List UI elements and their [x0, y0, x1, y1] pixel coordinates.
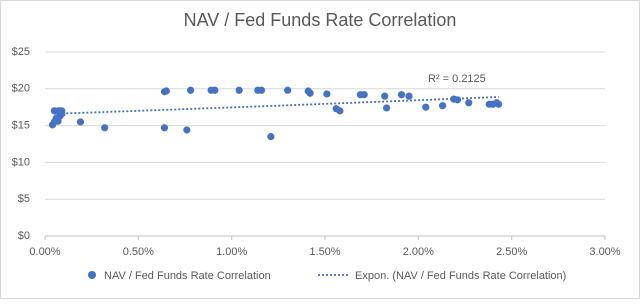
point [465, 99, 473, 107]
point [257, 86, 266, 94]
point [58, 110, 66, 118]
x-tick-label: 3.00% [589, 246, 620, 258]
legend-marker [88, 271, 96, 279]
point [453, 96, 462, 104]
point [439, 102, 447, 110]
point [422, 103, 430, 111]
point [187, 86, 195, 94]
point [48, 121, 57, 129]
y-tick-label: $5 [18, 193, 30, 205]
y-tick-label: $0 [18, 230, 30, 242]
y-tick-label: $15 [12, 120, 30, 132]
point [397, 91, 406, 99]
annotation: R² = 0.2125 [428, 73, 486, 85]
y-tick-label: $25 [12, 46, 30, 58]
point [54, 117, 62, 125]
chart-title: NAV / Fed Funds Rate Correlation [184, 10, 457, 30]
x-tick-label: 1.00% [216, 246, 247, 258]
legend-label: NAV / Fed Funds Rate Correlation [104, 270, 271, 282]
x-tick-label: 1.50% [309, 246, 340, 258]
point [383, 104, 391, 112]
y-tick-label: $20 [12, 83, 30, 95]
point [162, 87, 170, 95]
point [284, 86, 292, 94]
trendline [54, 96, 499, 115]
legend-label: Expon. (NAV / Fed Funds Rate Correlation… [355, 270, 566, 282]
point [336, 107, 344, 115]
point [381, 92, 389, 100]
point [160, 124, 169, 132]
point [211, 86, 219, 94]
x-tick-label: 2.50% [496, 246, 527, 258]
y-tick-label: $10 [12, 156, 30, 168]
point [267, 133, 275, 141]
point [495, 100, 503, 108]
point [76, 118, 85, 126]
point [235, 86, 243, 94]
x-tick-label: 0.50% [123, 246, 154, 258]
point [101, 124, 109, 132]
point [306, 89, 314, 97]
point [360, 91, 368, 99]
x-tick-label: 0.00% [29, 246, 60, 258]
point [405, 92, 413, 100]
x-tick-label: 2.00% [403, 246, 434, 258]
point [323, 90, 331, 98]
point [183, 126, 191, 134]
